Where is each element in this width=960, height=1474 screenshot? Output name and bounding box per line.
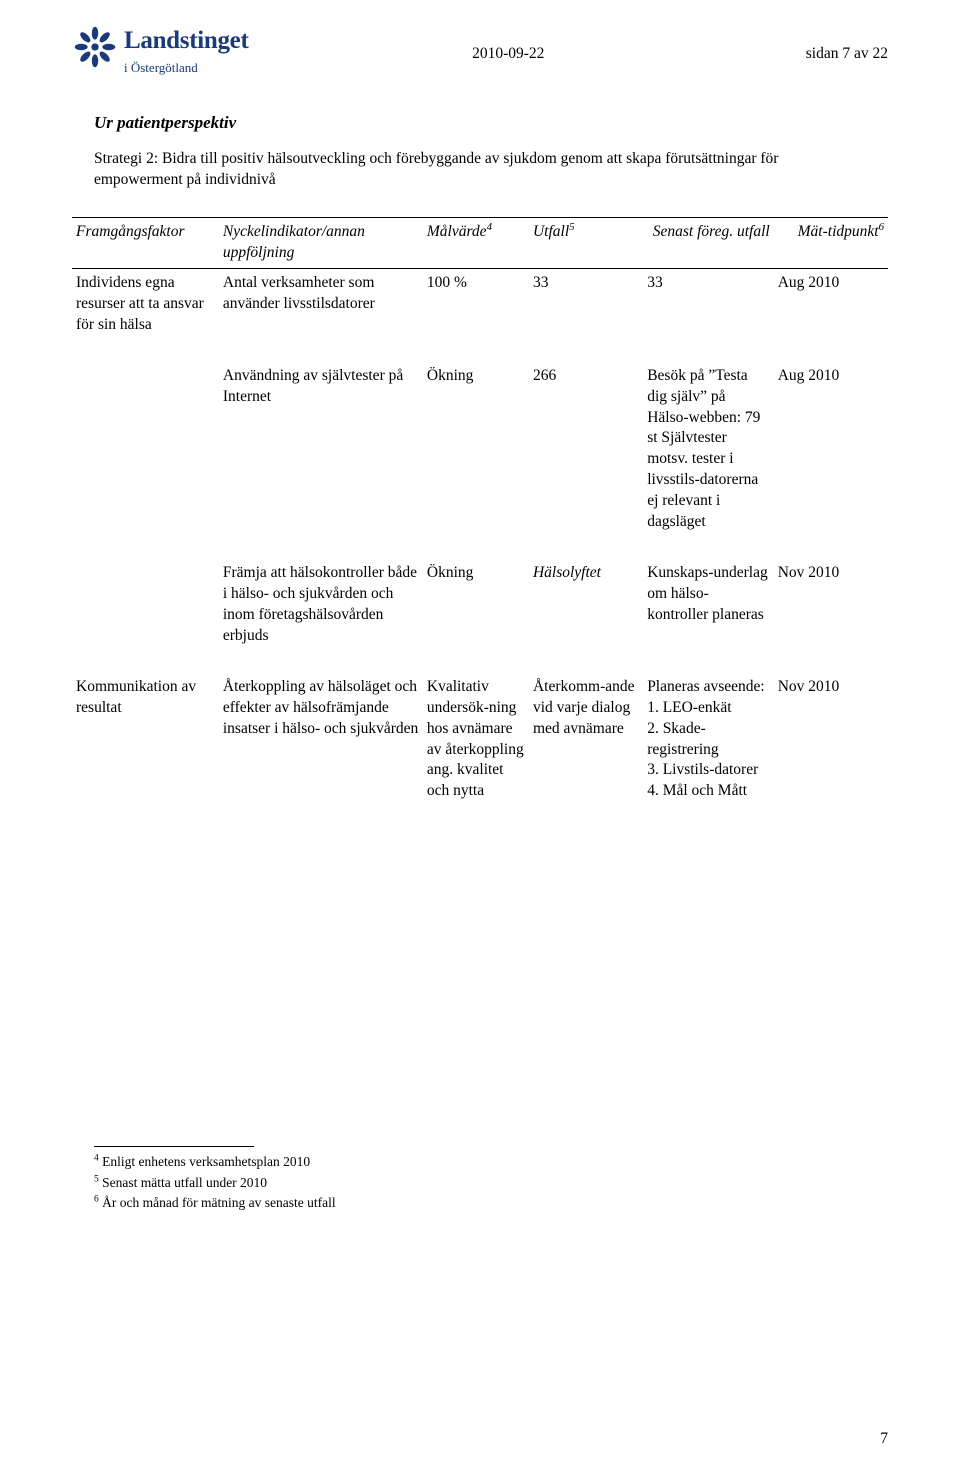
footnote-num: 5	[94, 1174, 99, 1184]
page-number: 7	[880, 1429, 888, 1450]
footnote: 4 Enligt enhetens verksamhetsplan 2010	[94, 1153, 888, 1171]
footnote-num: 6	[94, 1194, 99, 1204]
page: { "brand":{"name":"Landstinget","sub":"i…	[0, 0, 960, 1474]
th-indikator: Nyckelindikator/annan uppföljning	[219, 218, 423, 269]
cell-malvarde: 100 %	[423, 268, 529, 339]
th-tidpunkt-text: Mät-tidpunkt	[798, 223, 879, 240]
footnotes: 4 Enligt enhetens verksamhetsplan 2010 5…	[94, 1146, 888, 1212]
table-row: Främja att hälsokontroller både i hälso-…	[72, 537, 888, 651]
table-row: Kommunikation av resultat Återkoppling a…	[72, 651, 888, 807]
cell-senast: Besök på ”Testa dig själv” på Hälso-webb…	[643, 340, 774, 537]
cell-indikator: Användning av självtester på Internet	[219, 340, 423, 537]
cell-framgang: Individens egna resurser att ta ansvar f…	[72, 268, 219, 339]
footnote-num: 4	[94, 1154, 99, 1164]
table-row: Användning av självtester på Internet Ök…	[72, 340, 888, 537]
th-utfall-text: Utfall	[533, 223, 569, 240]
brand-name: Landstinget	[124, 24, 249, 58]
cell-tidpunkt: Aug 2010	[774, 340, 888, 537]
cell-malvarde: Ökning	[423, 537, 529, 651]
logo-text: Landstinget i Östergötland	[124, 24, 249, 76]
th-malvarde-sup: 4	[487, 221, 492, 233]
cell-framgang: Kommunikation av resultat	[72, 651, 219, 807]
cell-indikator: Återkoppling av hälsoläget och effekter …	[219, 651, 423, 807]
cell-malvarde: Kvalitativ undersök-ning hos avnämare av…	[423, 651, 529, 807]
th-utfall: Utfall5	[529, 218, 643, 269]
cell-utfall: Återkomm-ande vid varje dialog med avnäm…	[529, 651, 643, 807]
footnote: 5 Senast mätta utfall under 2010	[94, 1174, 888, 1192]
brand-sub: i Östergötland	[124, 59, 249, 77]
footnote-text: Senast mätta utfall under 2010	[102, 1175, 267, 1190]
cell-framgang	[72, 537, 219, 651]
cell-utfall: 33	[529, 268, 643, 339]
cell-tidpunkt: Aug 2010	[774, 268, 888, 339]
table-row: Individens egna resurser att ta ansvar f…	[72, 268, 888, 339]
cell-malvarde: Ökning	[423, 340, 529, 537]
footnote-rule	[94, 1146, 254, 1147]
cell-utfall: Hälsolyftet	[529, 537, 643, 651]
cell-framgang	[72, 340, 219, 537]
th-tidpunkt-sup: 6	[879, 221, 884, 233]
cell-indikator: Främja att hälsokontroller både i hälso-…	[219, 537, 423, 651]
cell-senast: Kunskaps-underlag om hälso-kontroller pl…	[643, 537, 774, 651]
section-kicker: Ur patientperspektiv	[94, 112, 888, 135]
th-malvarde: Målvärde4	[423, 218, 529, 269]
cell-tidpunkt: Nov 2010	[774, 537, 888, 651]
indicator-table: Framgångsfaktor Nyckelindikator/annan up…	[72, 217, 888, 806]
header-pageinfo: sidan 7 av 22	[768, 44, 888, 65]
cell-senast: 33	[643, 268, 774, 339]
header: Landstinget i Östergötland 2010-09-22 si…	[72, 24, 888, 76]
section-intro: Strategi 2: Bidra till positiv hälsoutve…	[94, 149, 814, 191]
th-framgang: Framgångsfaktor	[72, 218, 219, 269]
cell-indikator: Antal verksamheter som använder livsstil…	[219, 268, 423, 339]
header-date: 2010-09-22	[249, 44, 768, 65]
footnote: 6 År och månad för mätning av senaste ut…	[94, 1194, 888, 1212]
flower-icon	[72, 24, 118, 70]
th-senast: Senast föreg. utfall	[643, 218, 774, 269]
cell-tidpunkt: Nov 2010	[774, 651, 888, 807]
cell-utfall: 266	[529, 340, 643, 537]
th-malvarde-text: Målvärde	[427, 223, 487, 240]
footnote-text: År och månad för mätning av senaste utfa…	[102, 1195, 336, 1210]
th-tidpunkt: Mät-tidpunkt6	[774, 218, 888, 269]
cell-senast: Planeras avseende: 1. LEO-enkät 2. Skade…	[643, 651, 774, 807]
footnote-text: Enligt enhetens verksamhetsplan 2010	[102, 1154, 310, 1169]
table-header-row: Framgångsfaktor Nyckelindikator/annan up…	[72, 218, 888, 269]
th-utfall-sup: 5	[569, 221, 574, 233]
logo: Landstinget i Östergötland	[72, 24, 249, 76]
